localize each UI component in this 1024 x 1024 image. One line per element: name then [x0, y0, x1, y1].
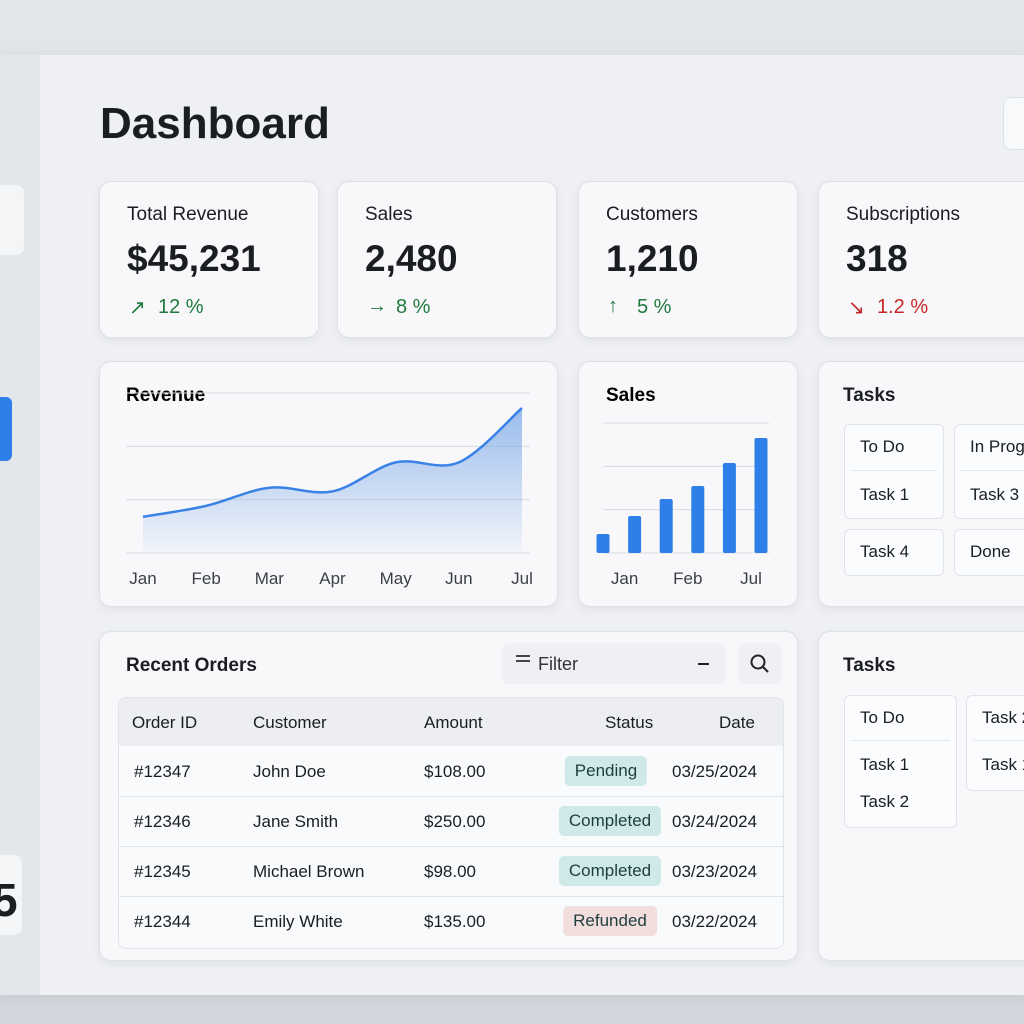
filter-label: Filter: [538, 654, 578, 674]
header-button[interactable]: [1003, 97, 1024, 150]
cell: 03/22/2024: [672, 912, 758, 931]
column-header: Order ID: [132, 713, 198, 732]
cell: Jane Smith: [253, 812, 339, 831]
cell: #12346: [134, 812, 191, 831]
task-item: Task 1: [860, 755, 910, 774]
kpi-label: Sales: [365, 204, 413, 225]
kpi-value: 1,210: [606, 238, 699, 279]
nav-item[interactable]: [0, 185, 24, 255]
tasks-panel: Tasks To Do Task 1 Task 2 Task 2 Task 1: [818, 631, 1024, 961]
page-title: Dashboard: [100, 99, 330, 148]
cell: 03/23/2024: [672, 862, 758, 881]
kpi-label: Total Revenue: [127, 204, 249, 225]
kpi-label: Customers: [606, 204, 698, 225]
task-column-title: To Do: [860, 708, 905, 727]
kpi-change: 5 %: [637, 296, 672, 318]
divider: [851, 470, 937, 471]
column-header: Date: [719, 713, 755, 732]
badge-box: [0, 855, 22, 935]
task-item: Task 3: [970, 485, 1020, 504]
status-badge: Completed: [558, 856, 662, 886]
column-header: Amount: [424, 713, 483, 732]
kpi-card: Subscriptions 318 ↘ 1.2 %: [818, 181, 1024, 338]
divider: [973, 740, 1024, 741]
task-column-title: To Do: [860, 437, 905, 456]
kpi-card: Total Revenue $45,231 ↗ 12 %: [99, 181, 319, 338]
kpi-label: Subscriptions: [846, 204, 961, 225]
table-header: [119, 698, 783, 746]
task-item: Task 2: [860, 792, 910, 811]
revenue-card: [99, 361, 558, 607]
kpi-change: 1.2 %: [877, 296, 929, 318]
status-badge: Completed: [558, 806, 662, 836]
cell: $250.00: [424, 812, 486, 831]
kpi-card: Sales 2,480 → 8 %: [337, 181, 557, 338]
task-card[interactable]: Task 4: [844, 529, 944, 576]
task-card[interactable]: To Do Task 1: [844, 424, 944, 519]
panel-title: Recent Orders: [126, 655, 257, 676]
orders-table: Order ID Customer Amount Status Date #12347 Jo…: [118, 697, 784, 949]
row-divider: [119, 796, 783, 797]
filter-button[interactable]: Filter: [502, 643, 726, 684]
task-item: Task 1: [860, 485, 910, 504]
cell: $108.00: [424, 762, 486, 781]
sidebar: 5: [0, 55, 40, 995]
status-badge: Refunded: [563, 906, 657, 936]
kpi-change: 8 %: [396, 296, 431, 318]
task-item: Task 4: [860, 542, 910, 561]
divider: [961, 470, 1024, 471]
filter-toggle: [698, 663, 709, 665]
status-badge: Pending: [564, 756, 648, 786]
kpi-value: $45,231: [127, 238, 261, 279]
row-divider: [119, 896, 783, 897]
column-header: Customer: [253, 713, 327, 732]
task-card[interactable]: To Do Task 1 Task 2: [844, 695, 957, 828]
search-button[interactable]: [738, 643, 782, 684]
kpi-value: 2,480: [365, 238, 458, 279]
kpi-arrow: →: [367, 295, 387, 317]
orders-card: Recent Orders Filter Order ID Customer Amoun…: [99, 631, 798, 961]
kpi-arrow: ↑: [608, 295, 618, 317]
cell: #12347: [134, 762, 191, 781]
column-header: Status: [605, 713, 654, 732]
task-column-title: Task 2: [982, 708, 1024, 727]
kpi-change: 12 %: [158, 296, 204, 318]
sales-card: [578, 361, 798, 607]
badge: 5: [0, 874, 18, 926]
kpi-card: Customers 1,210 ↑ 5 %: [578, 181, 798, 338]
tasks-panel: Tasks To Do Task 1 In Progress Task 3 Task 4 D…: [818, 361, 1024, 607]
kpi-arrow: ↗: [129, 297, 146, 319]
cell: 03/24/2024: [672, 812, 758, 831]
kpi-arrow: ↘: [848, 297, 865, 319]
task-column-title: In Progress: [970, 437, 1024, 456]
panel-title: Tasks: [843, 385, 896, 406]
search-icon: [750, 654, 769, 673]
cell: #12345: [134, 862, 191, 881]
divider: [851, 740, 950, 741]
cell: $98.00: [424, 862, 476, 881]
row-divider: [119, 846, 783, 847]
task-item: Task 1: [982, 755, 1024, 774]
task-card[interactable]: Done: [954, 529, 1024, 576]
cell: #12344: [134, 912, 191, 931]
cell: Emily White: [253, 912, 343, 931]
kpi-value: 318: [846, 238, 908, 279]
panel-title: Tasks: [843, 655, 896, 676]
cell: Michael Brown: [253, 862, 365, 881]
filter-icon: [516, 655, 530, 657]
task-card[interactable]: In Progress Task 3: [954, 424, 1024, 519]
nav-item-active[interactable]: [0, 397, 12, 461]
task-card[interactable]: Task 2 Task 1: [966, 695, 1024, 791]
cell: $135.00: [424, 912, 486, 931]
cell: 03/25/2024: [672, 762, 758, 781]
task-item: Done: [970, 542, 1011, 561]
cell: John Doe: [253, 762, 326, 781]
